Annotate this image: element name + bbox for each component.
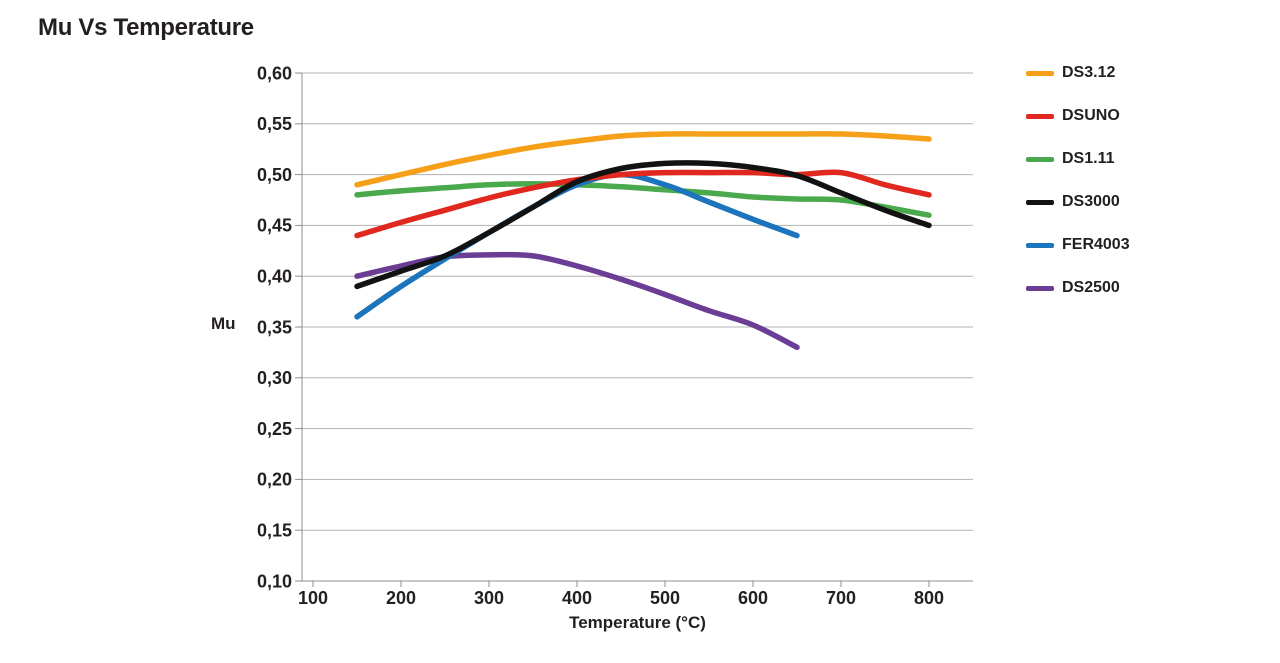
series-line-ds2500	[354, 251, 800, 351]
y-tick-label: 0,60	[257, 63, 292, 83]
legend-label-ds111: DS1.11	[1062, 150, 1115, 167]
series-line-ds3000	[354, 160, 932, 290]
legend-item-ds2500: DS2500	[1026, 278, 1130, 298]
series-line-dsuno	[354, 169, 932, 239]
y-tick-label: 0,20	[257, 470, 292, 490]
legend-swatch-ds111	[1026, 156, 1054, 162]
legend-label-fer4003: FER4003	[1062, 236, 1130, 253]
legend-item-ds3000: DS3000	[1026, 192, 1130, 212]
y-tick-label: 0,30	[257, 368, 292, 388]
y-tick-label: 0,50	[257, 165, 292, 185]
series-line-ds111	[354, 180, 932, 218]
x-tick-label: 200	[386, 588, 416, 608]
legend-label-dsuno: DSUNO	[1062, 107, 1120, 124]
y-tick-label: 0,25	[257, 419, 292, 439]
series-line-ds312	[354, 131, 932, 188]
legend-item-fer4003: FER4003	[1026, 235, 1130, 255]
legend-item-dsuno: DSUNO	[1026, 106, 1130, 126]
y-tick-label: 0,55	[257, 114, 292, 134]
y-axis-title: Mu	[211, 314, 236, 333]
legend-swatch-fer4003	[1026, 242, 1054, 248]
x-tick-label: 800	[914, 588, 944, 608]
x-axis-title: Temperature (°C)	[569, 613, 706, 632]
legend-label-ds3000: DS3000	[1062, 193, 1120, 210]
series-line-fer4003	[354, 171, 800, 320]
legend-swatch-dsuno	[1026, 113, 1054, 119]
legend-label-ds2500: DS2500	[1062, 279, 1120, 296]
legend-label-ds312: DS3.12	[1062, 64, 1116, 81]
chart-title: Mu Vs Temperature	[38, 14, 254, 41]
y-tick-label: 0,40	[257, 267, 292, 287]
x-tick-label: 100	[298, 588, 328, 608]
legend-swatch-ds312	[1026, 70, 1054, 76]
legend-swatch-ds3000	[1026, 199, 1054, 205]
legend-item-ds312: DS3.12	[1026, 63, 1130, 83]
y-tick-label: 0,45	[257, 216, 292, 236]
x-tick-label: 500	[650, 588, 680, 608]
x-tick-label: 700	[826, 588, 856, 608]
y-tick-label: 0,10	[257, 571, 292, 591]
x-tick-label: 300	[474, 588, 504, 608]
legend-swatch-ds2500	[1026, 285, 1054, 291]
y-tick-label: 0,15	[257, 521, 292, 541]
y-tick-label: 0,35	[257, 317, 292, 337]
x-tick-label: 600	[738, 588, 768, 608]
legend: DS3.12 DSUNO DS1.11 DS3000 FER4003 DS250…	[1026, 63, 1130, 298]
x-tick-label: 400	[562, 588, 592, 608]
legend-item-ds111: DS1.11	[1026, 149, 1130, 169]
